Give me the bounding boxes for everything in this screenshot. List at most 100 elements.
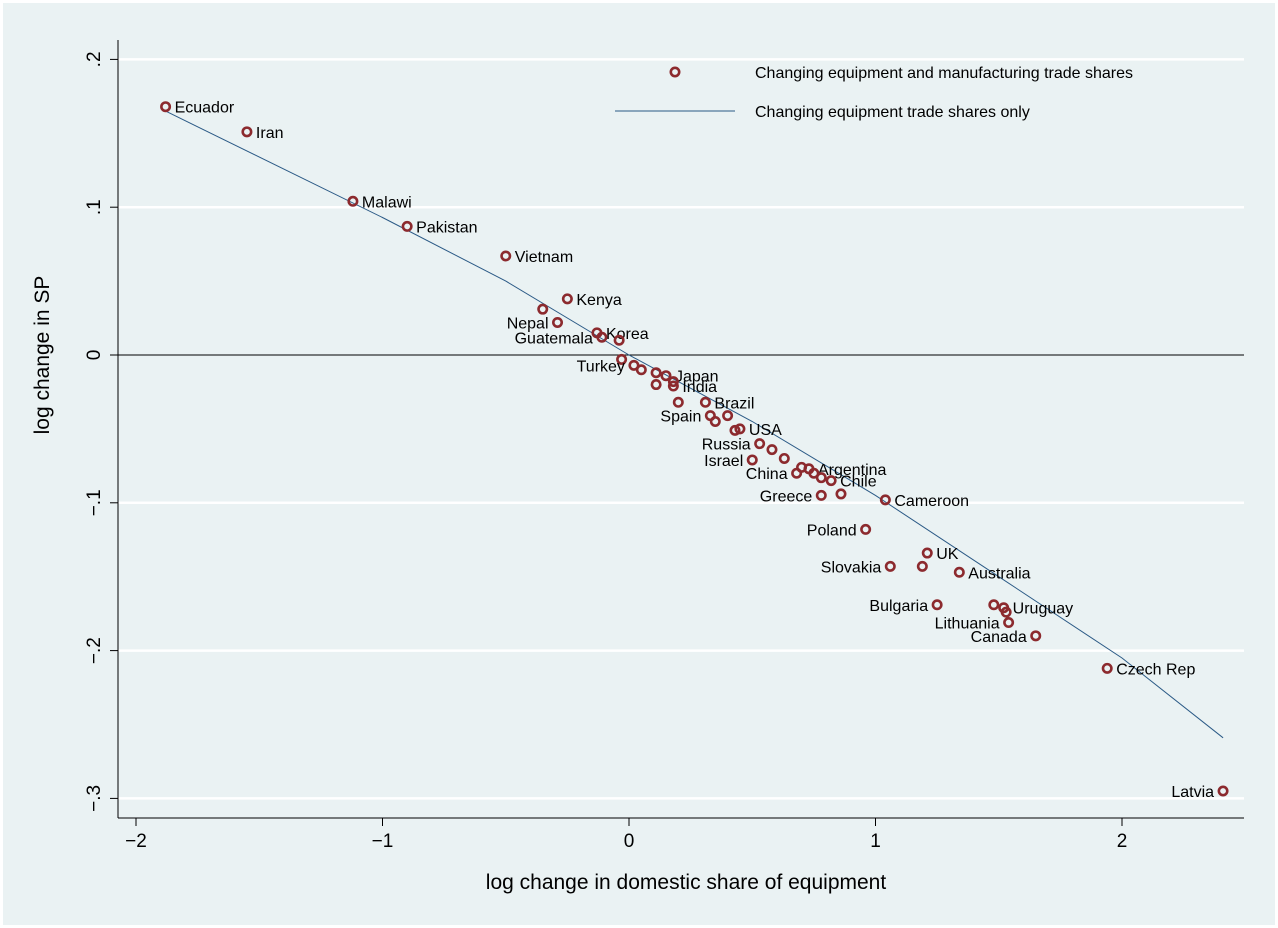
scatter-point <box>754 438 766 450</box>
scatter-point <box>778 452 790 464</box>
scatter-point <box>860 523 872 535</box>
point-label: Pakistan <box>416 219 477 236</box>
axes: .2 .1 0 −.1 −.2 −.3 −2 −1 0 1 2 <box>84 40 1244 852</box>
y-tick-label: −.3 <box>84 785 105 812</box>
scatter-point <box>734 423 746 435</box>
scatter-point <box>988 599 1000 611</box>
y-tick-label: 0 <box>84 350 105 361</box>
point-label: Korea <box>606 326 649 343</box>
scatter-point <box>667 380 679 392</box>
scatter-point <box>709 416 721 428</box>
point-label: Cameroon <box>894 493 969 510</box>
scatter-point <box>616 353 628 365</box>
point-label: China <box>746 466 788 483</box>
legend-entry-line: Changing equipment trade shares only <box>755 104 1030 121</box>
point-label: Russia <box>702 437 751 454</box>
point-label: Turkey <box>577 358 625 375</box>
point-label: Argentina <box>818 462 887 479</box>
point-label: Israel <box>704 453 743 470</box>
point-label: Nepal <box>507 315 549 332</box>
point-label: Guatemala <box>515 330 593 347</box>
scatter-point <box>401 220 413 232</box>
scatter-point <box>650 367 662 379</box>
x-tick-label: 1 <box>870 831 881 852</box>
scatter-point <box>552 316 564 328</box>
legend-entry-markers: Changing equipment and manufacturing tra… <box>755 65 1133 82</box>
scatter-point <box>660 370 672 382</box>
point-label: Malawi <box>362 194 412 211</box>
point-label: UK <box>936 546 959 563</box>
point-label: Czech Rep <box>1116 661 1195 678</box>
point-label: Latvia <box>1171 784 1214 801</box>
scatter-point <box>815 489 827 501</box>
point-label: Spain <box>660 409 701 426</box>
scatter-point <box>1003 617 1015 629</box>
point-label: Ecuador <box>175 100 235 117</box>
point-label: Lithuania <box>935 616 1000 633</box>
scatter-point <box>699 396 711 408</box>
scatter-point <box>931 599 943 611</box>
scatter-point <box>921 547 933 559</box>
scatter-point <box>160 101 172 113</box>
scatter-point <box>635 364 647 376</box>
x-tick-label: 2 <box>1117 831 1128 852</box>
point-label: Poland <box>807 522 857 539</box>
scatter-point <box>596 331 608 343</box>
scatter-point <box>746 454 758 466</box>
point-label: Brazil <box>714 395 754 412</box>
y-axis-title: log change in SP <box>31 276 54 435</box>
point-label: Iran <box>256 125 284 142</box>
x-tick-label: 0 <box>624 831 635 852</box>
point-label: Australia <box>968 565 1030 582</box>
scatter-point <box>1000 606 1012 618</box>
grid-lines <box>118 40 1244 818</box>
scatter-point <box>1101 662 1113 674</box>
plot-area <box>118 40 1244 818</box>
x-tick-label: −2 <box>125 831 147 852</box>
scatter-point <box>613 334 625 346</box>
scatter-point <box>650 379 662 391</box>
legend-marker-icon <box>669 66 681 78</box>
point-label: Canada <box>971 629 1027 646</box>
scatter-point <box>884 560 896 572</box>
scatter-point <box>835 488 847 500</box>
scatter-point <box>722 410 734 422</box>
scatter-point <box>879 494 891 506</box>
scatter-point <box>953 566 965 578</box>
point-label: Vietnam <box>515 249 573 266</box>
point-label: Bulgaria <box>869 598 928 615</box>
point-label: Kenya <box>576 292 621 309</box>
y-tick-label: .2 <box>84 51 105 67</box>
scatter-point <box>537 303 549 315</box>
legend: Changing equipment and manufacturing tra… <box>615 65 1133 121</box>
point-label: Greece <box>760 488 813 505</box>
y-tick-label: .1 <box>84 199 105 215</box>
point-label: India <box>682 379 717 396</box>
point-label: USA <box>749 422 782 439</box>
scatter-point <box>825 475 837 487</box>
scatter-point <box>347 195 359 207</box>
fit-line-layer <box>165 110 1224 739</box>
x-tick-label: −1 <box>372 831 394 852</box>
scatter-point <box>241 126 253 138</box>
point-label: Uruguay <box>1013 601 1073 618</box>
scatter-point <box>672 396 684 408</box>
scatter-point <box>1217 785 1229 797</box>
point-label: Slovakia <box>821 559 882 576</box>
x-axis-title: log change in domestic share of equipmen… <box>486 871 887 894</box>
scatter-point <box>729 424 741 436</box>
scatter-point <box>815 472 827 484</box>
point-label: Japan <box>675 369 719 386</box>
scatter-point <box>1030 630 1042 642</box>
point-label: Chile <box>840 474 877 491</box>
scatter-point <box>561 293 573 305</box>
fit-line <box>165 110 1224 739</box>
y-tick-label: −.2 <box>84 637 105 664</box>
scatter-point <box>766 444 778 456</box>
scatter-point <box>500 250 512 262</box>
y-tick-label: −.1 <box>84 489 105 516</box>
scatter-point <box>916 560 928 572</box>
